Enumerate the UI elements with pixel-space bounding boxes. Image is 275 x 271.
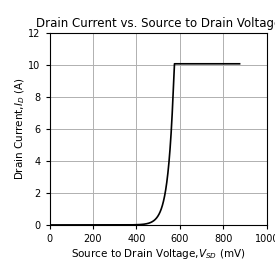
Title: Drain Current vs. Source to Drain Voltage: Drain Current vs. Source to Drain Voltag… (35, 17, 275, 30)
Y-axis label: Drain Current,$I_D$ (A): Drain Current,$I_D$ (A) (13, 78, 27, 180)
X-axis label: Source to Drain Voltage,$V_{SD}$ (mV): Source to Drain Voltage,$V_{SD}$ (mV) (71, 247, 245, 261)
